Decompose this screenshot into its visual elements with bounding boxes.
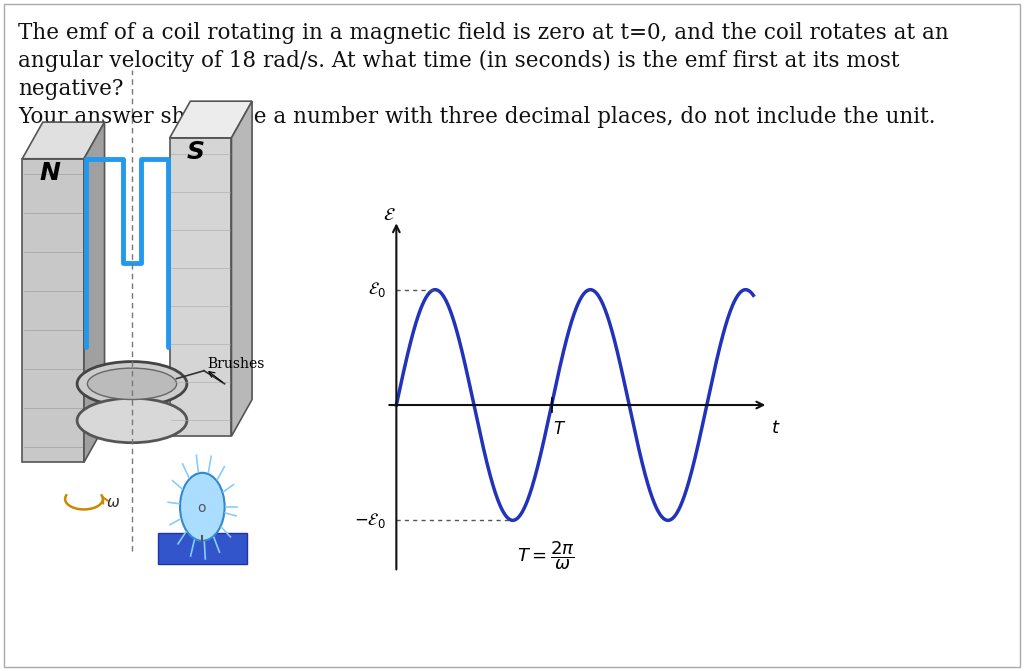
FancyBboxPatch shape [158,533,247,564]
Polygon shape [23,122,104,159]
Polygon shape [170,101,252,138]
Polygon shape [84,122,104,462]
Text: o: o [198,501,206,515]
Text: Your answer should be a number with three decimal places, do not include the uni: Your answer should be a number with thre… [18,106,936,128]
Ellipse shape [87,368,176,399]
Text: negative?: negative? [18,78,123,100]
Text: $T = \dfrac{2\pi}{\omega}$: $T = \dfrac{2\pi}{\omega}$ [517,539,575,572]
Ellipse shape [77,362,187,406]
Text: The emf of a coil rotating in a magnetic field is zero at t=0, and the coil rota: The emf of a coil rotating in a magnetic… [18,22,949,44]
Text: $T$: $T$ [553,420,566,438]
Ellipse shape [77,398,187,443]
Text: $t$: $t$ [771,419,780,437]
Polygon shape [170,138,231,436]
Text: S: S [186,140,205,164]
Text: Brushes: Brushes [208,357,265,371]
Text: $\omega$: $\omega$ [106,495,121,510]
Polygon shape [23,159,84,462]
Text: angular velocity of 18 rad/s. At what time (in seconds) is the emf first at its : angular velocity of 18 rad/s. At what ti… [18,50,899,72]
Text: $\mathcal{E}_0$: $\mathcal{E}_0$ [368,280,386,299]
Text: N: N [39,160,60,185]
Text: $\mathcal{E}$: $\mathcal{E}$ [383,206,395,224]
Circle shape [180,473,224,541]
Polygon shape [231,101,252,436]
Text: $-\mathcal{E}_0$: $-\mathcal{E}_0$ [354,511,386,530]
